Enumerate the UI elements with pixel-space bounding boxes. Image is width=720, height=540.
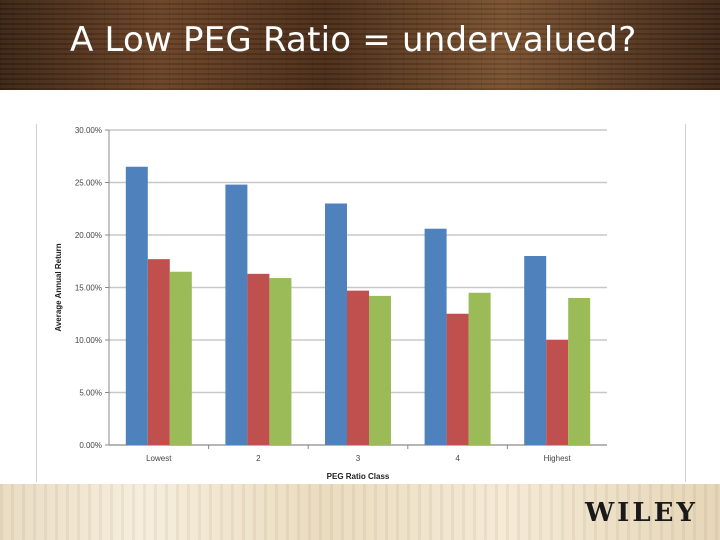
y-axis-title: Average Annual Return bbox=[54, 243, 63, 331]
x-tick-label: 3 bbox=[356, 454, 361, 463]
y-tick-label: 0.00% bbox=[79, 441, 102, 450]
bar bbox=[225, 184, 248, 445]
bar bbox=[125, 166, 148, 445]
x-tick-label: Highest bbox=[544, 454, 572, 463]
chart-panel: 0.00% 5.00% 10.00% 15.00% 20.00% 25.00% 30.00%… bbox=[36, 124, 686, 482]
bar bbox=[546, 340, 569, 445]
bar bbox=[568, 298, 591, 445]
y-tick-label: 5.00% bbox=[79, 389, 102, 398]
y-tick-label: 25.00% bbox=[75, 179, 102, 188]
bar bbox=[269, 278, 292, 445]
y-tick-label: 30.00% bbox=[75, 126, 102, 135]
wood-texture bbox=[0, 0, 720, 90]
parchment-texture bbox=[0, 484, 720, 540]
y-tick-label: 15.00% bbox=[75, 284, 102, 293]
bar-chart: 0.00% 5.00% 10.00% 15.00% 20.00% 25.00% 30.00%… bbox=[54, 126, 607, 481]
title-banner: A Low PEG Ratio = undervalued? bbox=[0, 0, 720, 90]
x-axis-title: PEG Ratio Class bbox=[327, 472, 390, 481]
slide-title: A Low PEG Ratio = undervalued? bbox=[70, 20, 637, 60]
bar bbox=[524, 256, 547, 445]
bar bbox=[147, 259, 170, 445]
x-tick-label: 4 bbox=[455, 454, 460, 463]
bar bbox=[325, 203, 347, 445]
wiley-logo: WILEY bbox=[584, 498, 698, 528]
bar bbox=[468, 292, 491, 445]
x-tick-label: 2 bbox=[256, 454, 261, 463]
footer-banner: WILEY bbox=[0, 484, 720, 540]
bar bbox=[247, 273, 270, 445]
bar bbox=[169, 271, 192, 445]
y-tick-label: 20.00% bbox=[75, 231, 102, 240]
bar bbox=[347, 290, 369, 445]
bar bbox=[369, 295, 391, 445]
y-tick-label: 10.00% bbox=[75, 336, 102, 345]
x-tick-label: Lowest bbox=[146, 454, 172, 463]
bar bbox=[446, 313, 469, 445]
bar bbox=[424, 228, 447, 445]
